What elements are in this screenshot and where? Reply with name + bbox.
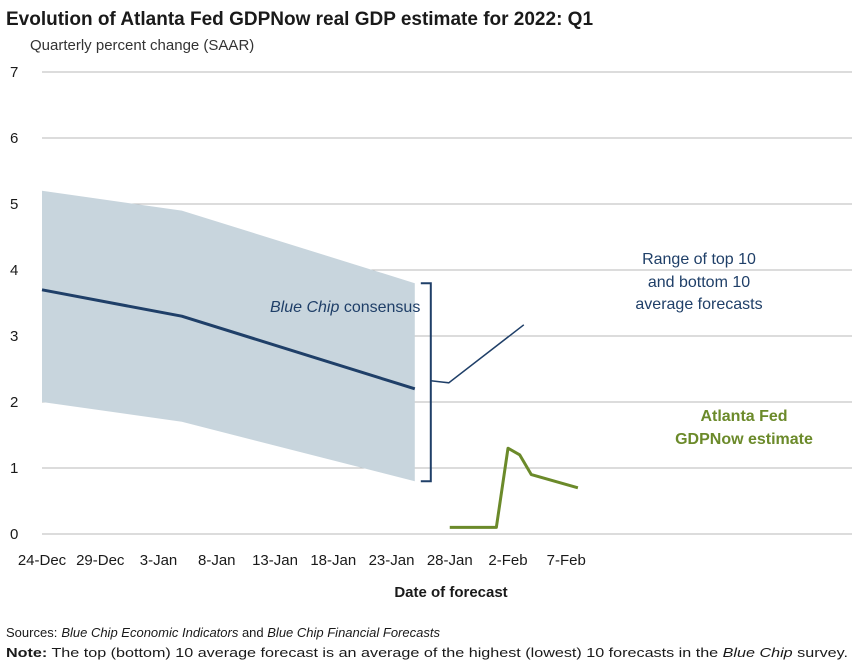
blue-chip-italic: Blue Chip: [270, 299, 339, 316]
range-bracket: [420, 282, 432, 483]
gdpnow-annotation: Atlanta Fed GDPNow estimate: [675, 408, 813, 448]
range-leader-line: [430, 324, 525, 384]
range-annotation-line-3: average forecasts: [635, 296, 762, 313]
note-italic: Blue Chip: [723, 645, 793, 660]
y-tick-label: 6: [10, 130, 18, 147]
x-tick-label: 3-Jan: [140, 552, 178, 569]
y-tick-label: 7: [10, 64, 18, 81]
x-tick-label: 13-Jan: [252, 552, 298, 569]
blue-chip-consensus-label: Blue Chip consensus: [270, 299, 420, 316]
x-tick-label: 29-Dec: [76, 552, 125, 569]
y-tick-label: 1: [10, 460, 18, 477]
sources-label: Sources:: [6, 625, 57, 640]
blue-chip-consensus-line: [41, 288, 416, 391]
note-end: survey.: [793, 645, 848, 660]
sources-publication-2: Blue Chip Financial Forecasts: [267, 625, 440, 640]
x-tick-label: 8-Jan: [198, 552, 236, 569]
y-tick-label: 4: [10, 262, 18, 279]
sources-publication-1: Blue Chip Economic Indicators: [61, 625, 239, 640]
gdpnow-annotation-line-1: Atlanta Fed: [700, 408, 787, 425]
forecast-range-band: [42, 190, 415, 482]
gdpnow-annotation-line-2: GDPNow estimate: [675, 431, 813, 448]
range-bracket-layer: [420, 282, 525, 483]
x-axis-label: Date of forecast: [394, 584, 507, 601]
y-tick-label: 5: [10, 196, 18, 213]
x-tick-label: 23-Jan: [369, 552, 415, 569]
x-tick-label: 2-Feb: [488, 552, 527, 569]
x-axis-ticks: 24-Dec 29-Dec 3-Jan 8-Jan 13-Jan 18-Jan 23-Jan…: [18, 552, 586, 569]
note-footnote: Note: The top (bottom) 10 average foreca…: [6, 645, 848, 660]
x-tick-label: 7-Feb: [547, 552, 586, 569]
range-annotation-line-1: Range of top 10: [642, 251, 756, 268]
y-tick-label: 3: [10, 328, 18, 345]
range-annotation: Range of top 10 and bottom 10 average fo…: [635, 251, 762, 313]
y-tick-label: 0: [10, 526, 18, 543]
x-tick-label: 28-Jan: [427, 552, 473, 569]
note-label: Note:: [6, 645, 47, 660]
x-tick-label: 24-Dec: [18, 552, 67, 569]
y-axis-ticks: 0 1 2 3 4 5 6 7: [10, 64, 18, 543]
forecast-range-band-layer: [42, 190, 415, 482]
note-text: The top (bottom) 10 average forecast is …: [47, 645, 722, 660]
range-annotation-line-2: and bottom 10: [648, 274, 750, 291]
sources-and: and: [238, 625, 267, 640]
x-tick-label: 18-Jan: [310, 552, 356, 569]
chart-title: Evolution of Atlanta Fed GDPNow real GDP…: [6, 9, 593, 30]
chart-subtitle: Quarterly percent change (SAAR): [30, 37, 254, 54]
series-lines-layer: [41, 288, 579, 529]
y-tick-label: 2: [10, 394, 18, 411]
gdpnow-estimate-line: [449, 446, 579, 529]
consensus-word: consensus: [339, 299, 420, 316]
sources-footnote: Sources: Blue Chip Economic Indicators an…: [6, 625, 440, 640]
